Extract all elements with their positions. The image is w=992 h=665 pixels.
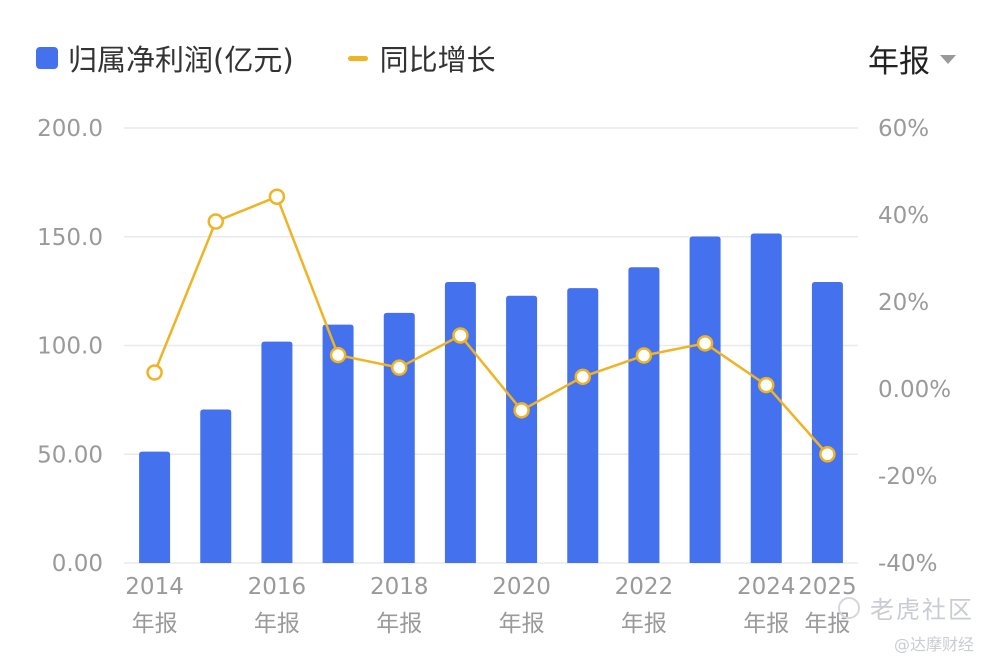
bar xyxy=(811,281,843,563)
x-tick-year: 2020 xyxy=(492,574,551,600)
growth-line xyxy=(153,195,829,456)
line-point xyxy=(329,346,347,364)
line-point xyxy=(513,402,530,419)
x-tick-suffix: 年报 xyxy=(499,611,545,637)
watermark-main-text: 老虎社区 xyxy=(870,596,974,624)
bar xyxy=(567,288,599,563)
line-point xyxy=(207,213,224,230)
right-axis-ticks: -40% -20% 0.00% 20% 40% 60% xyxy=(878,116,951,577)
bar-series xyxy=(139,233,843,564)
x-tick-suffix: 年报 xyxy=(376,611,422,637)
line-swatch-icon xyxy=(347,55,368,61)
bar xyxy=(200,409,232,563)
line-point xyxy=(452,327,469,344)
line-point xyxy=(635,347,653,364)
chart-legend: 归属净利润(亿元) 同比增长 xyxy=(36,36,550,80)
left-axis-ticks: 0.00 50.00 100.0 150.0 200.0 xyxy=(37,116,103,577)
bar xyxy=(383,312,415,563)
line-point xyxy=(391,359,408,376)
bar-swatch-icon xyxy=(36,47,58,69)
line-point xyxy=(146,364,163,381)
period-selector-label: 年报 xyxy=(868,43,930,80)
x-tick-year: 2014 xyxy=(125,574,184,600)
bar xyxy=(628,267,660,563)
right-tick-label: -20% xyxy=(878,464,937,490)
x-tick-suffix: 年报 xyxy=(621,611,667,637)
legend-label-yoy-growth: 同比增长 xyxy=(379,43,496,77)
line-series xyxy=(146,188,836,463)
x-tick-year: 2018 xyxy=(370,574,429,600)
x-tick-year: 2022 xyxy=(615,574,674,600)
bar xyxy=(322,324,354,563)
tiger-logo-icon xyxy=(838,596,860,619)
x-tick-suffix: 年报 xyxy=(254,611,300,637)
x-tick-year: 2025 xyxy=(798,574,857,600)
watermark: 老虎社区 @达摩财经 xyxy=(838,590,974,655)
right-tick-label: 60% xyxy=(878,116,929,142)
legend-item-yoy-growth[interactable]: 同比增长 xyxy=(347,37,496,79)
left-tick-label: 0.00 xyxy=(52,551,103,577)
right-tick-label: 0.00% xyxy=(878,377,951,403)
line-point xyxy=(819,446,836,463)
bar xyxy=(261,341,293,563)
legend-label-net-profit: 归属净利润(亿元) xyxy=(68,43,294,77)
caret-down-icon xyxy=(940,55,956,64)
grid-lines xyxy=(124,127,858,564)
line-point xyxy=(574,368,591,386)
line-point xyxy=(696,335,714,352)
legend-item-net-profit[interactable]: 归属净利润(亿元) xyxy=(36,37,294,79)
right-tick-label: -40% xyxy=(878,551,937,577)
left-tick-label: 150.0 xyxy=(37,225,103,251)
bar xyxy=(506,295,538,563)
watermark-sub-text: @达摩财经 xyxy=(893,635,974,654)
x-tick-year: 2016 xyxy=(248,574,307,600)
line-point xyxy=(268,188,286,205)
left-tick-label: 100.0 xyxy=(37,334,103,360)
right-tick-label: 40% xyxy=(878,203,929,229)
bar xyxy=(689,236,721,563)
line-point xyxy=(758,376,775,394)
x-tick-suffix: 年报 xyxy=(743,611,789,637)
left-tick-label: 50.00 xyxy=(37,442,103,468)
period-selector[interactable]: 年报 xyxy=(868,36,956,80)
bar xyxy=(139,451,171,563)
x-tick-suffix: 年报 xyxy=(132,611,178,637)
bar xyxy=(444,281,476,563)
bar xyxy=(750,233,782,564)
right-tick-label: 20% xyxy=(878,290,929,316)
left-tick-label: 200.0 xyxy=(37,116,103,142)
x-axis-ticks: 2014 年报 2016 年报 2018 年报 2020 年报 2022 年报 2024 年报 2025… xyxy=(125,574,856,637)
x-tick-year: 2024 xyxy=(737,574,796,600)
